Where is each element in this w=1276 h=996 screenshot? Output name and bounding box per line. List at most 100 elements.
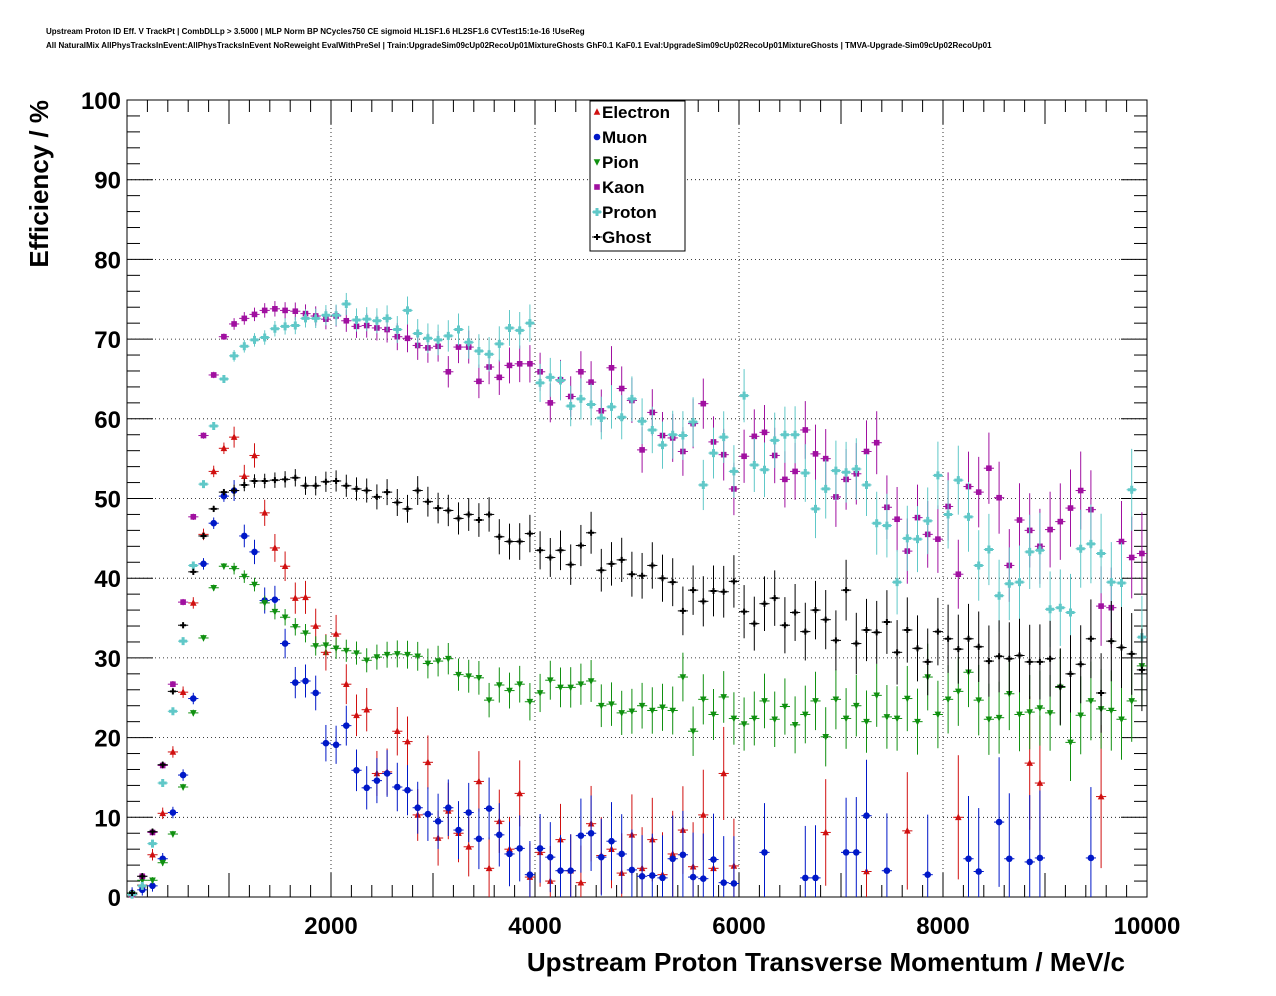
marker — [1067, 670, 1074, 677]
marker — [516, 361, 523, 367]
marker — [414, 487, 421, 494]
marker — [557, 867, 564, 874]
marker — [485, 350, 494, 359]
marker — [291, 321, 300, 330]
marker — [158, 779, 167, 788]
marker — [863, 812, 870, 820]
marker — [566, 402, 575, 411]
marker — [241, 472, 248, 479]
marker — [811, 504, 820, 513]
marker — [363, 705, 370, 713]
marker — [394, 651, 401, 658]
y-tick-label: 60 — [94, 407, 121, 434]
marker — [628, 571, 635, 578]
marker — [669, 579, 676, 586]
marker — [1016, 711, 1023, 719]
marker — [149, 828, 156, 835]
marker — [699, 480, 708, 489]
marker — [526, 530, 533, 537]
marker — [995, 818, 1003, 826]
marker — [873, 439, 880, 446]
marker — [363, 487, 370, 494]
marker — [904, 827, 911, 834]
marker — [170, 681, 176, 688]
marker — [771, 595, 778, 602]
marker — [476, 378, 482, 385]
marker — [853, 702, 860, 710]
marker — [333, 477, 340, 484]
marker — [281, 562, 289, 570]
marker — [638, 872, 646, 880]
marker — [924, 871, 931, 878]
marker — [1016, 517, 1023, 523]
marker — [1047, 526, 1053, 533]
marker — [373, 777, 381, 784]
marker — [791, 722, 799, 729]
marker — [598, 567, 605, 574]
marker — [761, 600, 768, 607]
series-pion — [127, 562, 1147, 898]
marker — [282, 307, 288, 314]
marker — [230, 565, 238, 573]
marker — [1098, 603, 1104, 609]
marker — [832, 696, 840, 704]
marker — [577, 878, 585, 886]
marker — [760, 465, 769, 474]
marker — [343, 317, 350, 324]
marker — [485, 864, 493, 872]
marker — [353, 766, 360, 774]
marker — [169, 809, 177, 816]
marker — [618, 556, 625, 563]
marker — [1117, 578, 1126, 587]
marker — [894, 649, 901, 656]
marker — [822, 616, 829, 623]
marker — [353, 485, 360, 492]
marker — [955, 571, 962, 578]
marker — [720, 694, 727, 701]
marker — [914, 718, 921, 726]
marker — [455, 826, 462, 834]
marker — [812, 698, 819, 705]
marker — [241, 573, 248, 581]
marker — [914, 645, 921, 652]
marker — [445, 804, 452, 812]
marker — [301, 314, 310, 323]
marker — [1026, 709, 1033, 716]
marker — [770, 436, 779, 445]
marker — [190, 568, 197, 575]
marker — [618, 710, 625, 717]
marker — [434, 817, 442, 825]
marker — [169, 748, 177, 755]
marker — [220, 563, 228, 571]
marker — [496, 682, 503, 689]
marker — [241, 315, 248, 322]
marker — [822, 734, 829, 741]
marker — [1138, 666, 1145, 673]
x-tick-label: 2000 — [304, 913, 357, 940]
marker — [455, 515, 462, 522]
marker — [617, 413, 626, 422]
marker — [750, 461, 759, 470]
marker — [179, 637, 188, 646]
marker — [219, 374, 228, 383]
marker — [149, 877, 156, 885]
marker — [149, 882, 156, 890]
marker — [384, 489, 391, 496]
marker — [1006, 855, 1013, 863]
marker — [1036, 705, 1044, 712]
marker — [1056, 603, 1065, 612]
marker — [302, 482, 309, 489]
marker — [537, 547, 544, 554]
marker — [362, 315, 371, 324]
marker — [842, 468, 851, 477]
marker — [801, 468, 810, 477]
marker — [933, 471, 942, 480]
marker — [413, 329, 422, 338]
y-tick-label: 30 — [94, 646, 121, 673]
marker — [903, 534, 912, 543]
marker — [996, 653, 1003, 660]
marker — [465, 511, 472, 518]
marker — [985, 716, 993, 724]
marker — [1066, 608, 1075, 617]
